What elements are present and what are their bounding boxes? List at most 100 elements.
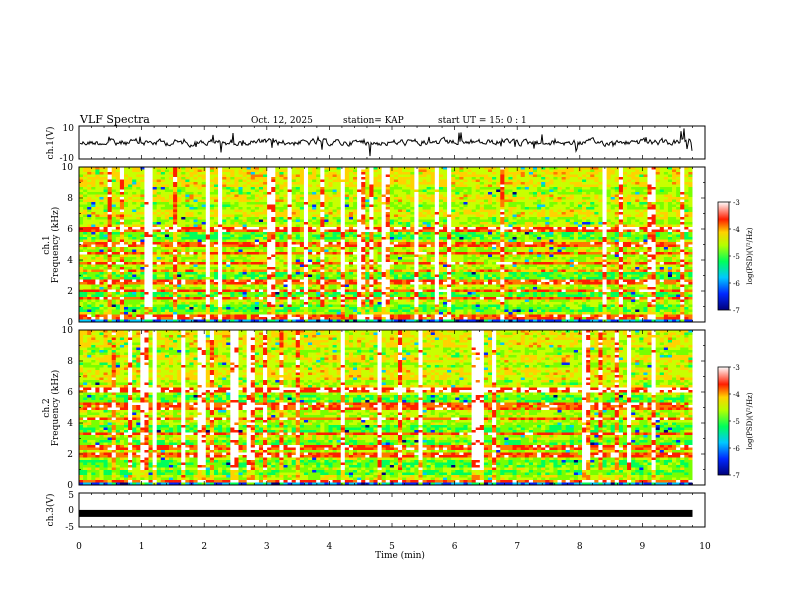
spectrogram-cell bbox=[574, 197, 578, 200]
spectrogram-cell bbox=[427, 172, 431, 175]
spectrogram-cell bbox=[500, 207, 504, 210]
spectrogram-cell bbox=[390, 215, 394, 218]
spectrogram-cell bbox=[423, 217, 427, 220]
spectrogram-cell bbox=[247, 180, 251, 183]
spectrogram-cell bbox=[149, 225, 153, 228]
spectrogram-cell bbox=[296, 185, 300, 188]
spectrogram-cell bbox=[214, 212, 218, 215]
spectrogram-cell bbox=[333, 185, 337, 188]
spectrogram-cell bbox=[631, 202, 635, 205]
spectrogram-cell bbox=[173, 172, 177, 175]
spectrogram-cell bbox=[398, 215, 402, 218]
spectrogram-cell bbox=[488, 180, 492, 183]
spectrogram-cell bbox=[508, 217, 512, 220]
spectrogram-cell bbox=[95, 217, 99, 220]
spectrogram-cell bbox=[144, 227, 148, 230]
spectrogram-cell bbox=[112, 220, 116, 223]
spectrogram-cell bbox=[431, 180, 435, 183]
spectrogram-cell bbox=[472, 202, 476, 205]
spectrogram-cell bbox=[492, 220, 496, 223]
spectrogram-cell bbox=[623, 212, 627, 215]
spectrogram-cell bbox=[124, 200, 128, 203]
spectrogram-cell bbox=[226, 227, 230, 230]
spectrogram-cell bbox=[549, 195, 553, 198]
spectrogram-cell bbox=[647, 172, 651, 175]
spectrogram-cell bbox=[140, 175, 144, 178]
spectrogram-cell bbox=[443, 207, 447, 210]
spectrogram-cell bbox=[611, 197, 615, 200]
spectrogram-cell bbox=[611, 207, 615, 210]
spectrogram-cell bbox=[271, 190, 275, 193]
spectrogram-cell bbox=[656, 190, 660, 193]
spectrogram-cell bbox=[337, 177, 341, 180]
spectrogram-cell bbox=[292, 197, 296, 200]
spectrogram-cell bbox=[529, 200, 533, 203]
spectrogram-cell bbox=[382, 195, 386, 198]
spectrogram-cell bbox=[169, 215, 173, 218]
spectrogram-cell bbox=[198, 177, 202, 180]
spectrogram-cell bbox=[185, 175, 189, 178]
spectrogram-cell bbox=[112, 207, 116, 210]
spectrogram-cell bbox=[562, 170, 566, 173]
spectrogram-cell bbox=[165, 207, 169, 210]
spectrogram-cell bbox=[439, 185, 443, 188]
spectrogram-cell bbox=[431, 230, 435, 233]
spectrogram-cell bbox=[198, 215, 202, 218]
spectrogram-cell bbox=[578, 217, 582, 220]
spectrogram-cell bbox=[496, 230, 500, 233]
spectrogram-cell bbox=[468, 172, 472, 175]
spectrogram-cell bbox=[189, 230, 193, 233]
spectrogram-cell bbox=[504, 215, 508, 218]
spectrogram-cell bbox=[414, 177, 418, 180]
spectrogram-cell bbox=[439, 177, 443, 180]
spectrogram-cell bbox=[247, 215, 251, 218]
spectrogram-cell bbox=[533, 185, 537, 188]
spectrogram-cell bbox=[214, 200, 218, 203]
spectrogram-cell bbox=[619, 225, 623, 228]
spectrogram-cell bbox=[283, 227, 287, 230]
spectrogram-cell bbox=[574, 182, 578, 185]
spectrogram-cell bbox=[369, 215, 373, 218]
spectrogram-cell bbox=[619, 192, 623, 195]
spectrogram-cell bbox=[500, 212, 504, 215]
spectrogram-cell bbox=[517, 197, 521, 200]
spectrogram-cell bbox=[418, 212, 422, 215]
spectrogram-cell bbox=[566, 190, 570, 193]
spectrogram-cell bbox=[304, 202, 308, 205]
spectrogram-cell bbox=[312, 207, 316, 210]
spectrogram-cell bbox=[529, 177, 533, 180]
spectrogram-cell bbox=[234, 227, 238, 230]
spectrogram-cell bbox=[300, 230, 304, 233]
spectrogram-cell bbox=[185, 222, 189, 225]
spectrogram-cell bbox=[647, 195, 651, 198]
spectrogram-cell bbox=[214, 215, 218, 218]
spectrogram-cell bbox=[402, 170, 406, 173]
spectrogram-cell bbox=[566, 217, 570, 220]
spectrogram-cell bbox=[104, 207, 108, 210]
spectrogram-cell bbox=[283, 177, 287, 180]
spectrogram-cell bbox=[406, 205, 410, 208]
spectrogram-cell bbox=[79, 172, 83, 175]
spectrogram-cell bbox=[402, 207, 406, 210]
spectrogram-cell bbox=[132, 185, 136, 188]
spectrogram-cell bbox=[541, 202, 545, 205]
spectrogram-cell bbox=[361, 212, 365, 215]
spectrogram-cell bbox=[222, 180, 226, 183]
spectrogram-cell bbox=[402, 217, 406, 220]
spectrogram-cell bbox=[239, 227, 243, 230]
spectrogram-cell bbox=[353, 212, 357, 215]
spectrogram-cell bbox=[558, 215, 562, 218]
spectrogram-cell bbox=[672, 185, 676, 188]
spectrogram-cell bbox=[631, 210, 635, 213]
spectrogram-cell bbox=[283, 192, 287, 195]
spectrogram-cell bbox=[259, 212, 263, 215]
spectrogram-cell bbox=[639, 185, 643, 188]
spectrogram-cell bbox=[652, 195, 656, 198]
spectrogram-cell bbox=[484, 212, 488, 215]
spectrogram-cell bbox=[218, 205, 222, 208]
spectrogram-cell bbox=[316, 180, 320, 183]
spectrogram-cell bbox=[251, 187, 255, 190]
spectrogram-cell bbox=[259, 225, 263, 228]
spectrogram-cell bbox=[627, 185, 631, 188]
spectrogram-cell bbox=[349, 220, 353, 223]
